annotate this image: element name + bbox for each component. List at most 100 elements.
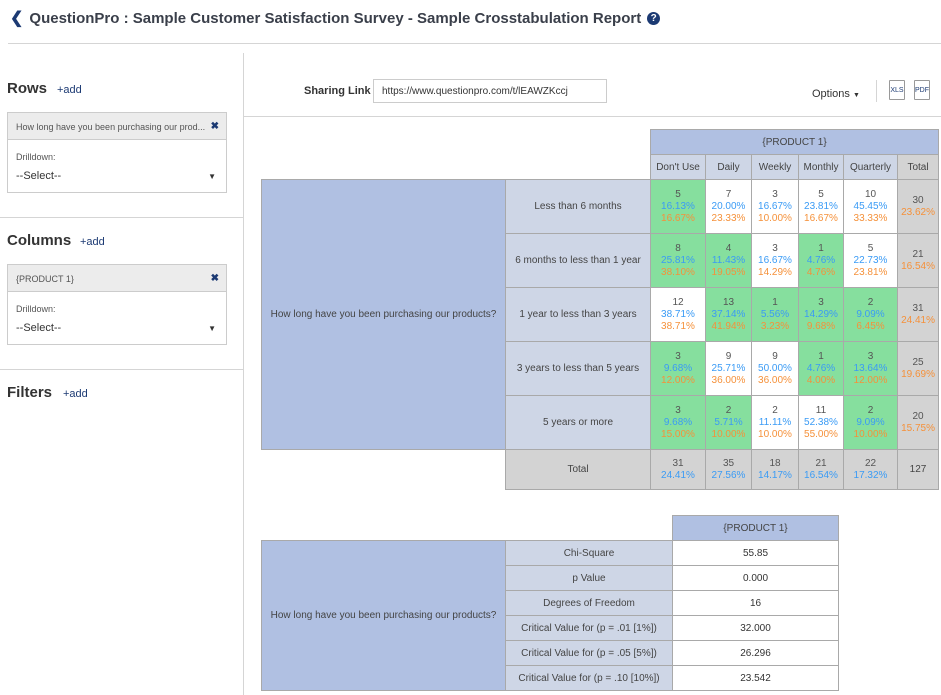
- divider: [0, 369, 243, 370]
- column-total-percent: 17.32%: [853, 469, 888, 481]
- columns-add-link[interactable]: +add: [80, 236, 105, 248]
- drilldown-label: Drilldown:: [16, 152, 56, 162]
- column-total: 35: [722, 457, 735, 469]
- rows-drilldown-select[interactable]: --Select-- ▼: [8, 162, 226, 192]
- columns-item-label: {PRODUCT 1}: [16, 274, 74, 284]
- table-row: 5 years or more 3 9.68% 15.00% 2 5.71% 10.00% 2…: [262, 395, 940, 450]
- blank-cell: [262, 155, 651, 180]
- count: 8: [675, 242, 681, 254]
- column-percent: 38.71%: [661, 308, 695, 320]
- stat-label: Critical Value for (p = .01 [1%]): [505, 615, 673, 641]
- data-cell: 9 50.00% 36.00%: [751, 341, 799, 396]
- data-cell: 2 11.11% 10.00%: [751, 395, 799, 450]
- rows-add-link[interactable]: +add: [57, 84, 82, 96]
- column-percent: 16.13%: [661, 200, 695, 212]
- filters-add-link[interactable]: +add: [63, 388, 88, 400]
- pdf-export-icon[interactable]: PDF: [914, 80, 930, 100]
- divider: [8, 43, 941, 44]
- rows-item-card: How long have you been purchasing our pr…: [7, 112, 227, 193]
- count: 12: [672, 296, 684, 308]
- remove-icon[interactable]: ✖: [210, 121, 219, 132]
- row-percent: 4.00%: [806, 374, 836, 386]
- row-percent: 16.67%: [661, 212, 695, 224]
- xls-export-icon[interactable]: XLS: [889, 80, 905, 100]
- column-total: 18: [769, 457, 781, 469]
- row-label: 1 year to less than 3 years: [505, 287, 651, 342]
- count: 7: [725, 188, 732, 200]
- blank-cell: [262, 516, 673, 541]
- column-percent: 5.56%: [760, 308, 790, 320]
- row-total-cell: 30 23.62%: [896, 179, 940, 234]
- count: 3: [867, 350, 874, 362]
- help-icon[interactable]: ?: [647, 11, 661, 25]
- stats-row: Critical Value for (p = .01 [1%]) 32.000: [262, 615, 839, 641]
- column-percent: 50.00%: [758, 362, 792, 374]
- row-percent: 6.45%: [856, 320, 885, 332]
- stats-row: Critical Value for (p = .10 [10%]) 23.542: [262, 665, 839, 691]
- data-cell: 3 16.67% 14.29%: [751, 233, 799, 288]
- stat-label: p Value: [505, 565, 673, 591]
- data-cell: 11 52.38% 55.00%: [798, 395, 844, 450]
- stat-value: 16: [672, 590, 839, 616]
- drilldown-label: Drilldown:: [16, 304, 56, 314]
- stat-value: 23.542: [672, 665, 839, 691]
- column-total-cell: 35 27.56%: [705, 449, 752, 490]
- row-total-percent: 16.54%: [901, 260, 935, 272]
- remove-icon[interactable]: ✖: [210, 273, 219, 284]
- column-percent: 20.00%: [711, 200, 746, 212]
- column-percent: 37.14%: [711, 308, 746, 320]
- column-percent: 11.11%: [758, 416, 792, 428]
- row-total: 25: [912, 356, 924, 368]
- count: 5: [867, 242, 874, 254]
- stat-value: 32.000: [672, 615, 839, 641]
- count: 3: [675, 404, 681, 416]
- data-cell: 7 20.00% 23.33%: [705, 179, 752, 234]
- column-percent: 16.67%: [758, 200, 792, 212]
- row-percent: 33.33%: [853, 212, 888, 224]
- row-percent: 55.00%: [804, 428, 838, 440]
- stat-value: 55.85: [672, 540, 839, 566]
- row-percent: 12.00%: [853, 374, 888, 386]
- column-percent: 9.68%: [663, 416, 693, 428]
- column-percent: 25.81%: [661, 254, 695, 266]
- column-percent: 13.64%: [853, 362, 888, 374]
- sidebar-divider: [243, 53, 244, 695]
- row-percent: 4.76%: [806, 266, 836, 278]
- data-cell: 3 14.29% 9.68%: [798, 287, 844, 342]
- caret-down-icon: ▼: [208, 172, 216, 181]
- rows-item-label: How long have you been purchasing our pr…: [16, 122, 206, 132]
- column-percent: 52.38%: [804, 416, 838, 428]
- page-title: ❮ QuestionPro : Sample Customer Satisfac…: [10, 8, 661, 28]
- statistics-table: {PRODUCT 1} How long have you been purcha…: [261, 515, 839, 691]
- data-cell: 1 5.56% 3.23%: [751, 287, 799, 342]
- count: 3: [772, 242, 778, 254]
- row-label: 6 months to less than 1 year: [505, 233, 651, 288]
- columns-heading: Columns: [7, 232, 72, 249]
- row-percent: 10.00%: [758, 212, 792, 224]
- row-percent: 41.94%: [711, 320, 746, 332]
- stats-column-header: {PRODUCT 1}: [672, 515, 839, 541]
- stat-label: Chi-Square: [505, 540, 673, 566]
- count: 3: [818, 296, 824, 308]
- count: 2: [772, 404, 778, 416]
- column-header: Daily: [705, 154, 752, 180]
- row-total: 21: [912, 248, 924, 260]
- divider: [244, 116, 941, 117]
- data-cell: 1 4.76% 4.00%: [798, 341, 844, 396]
- column-percent: 45.45%: [853, 200, 888, 212]
- data-cell: 13 37.14% 41.94%: [705, 287, 752, 342]
- data-cell: 9 25.71% 36.00%: [705, 341, 752, 396]
- row-percent: 16.67%: [804, 212, 838, 224]
- columns-drilldown-select[interactable]: --Select-- ▼: [8, 314, 226, 344]
- column-percent: 9.09%: [856, 308, 885, 320]
- blank-cell: [262, 450, 506, 490]
- row-total-percent: 24.41%: [901, 314, 935, 326]
- options-dropdown[interactable]: Options ▼: [812, 88, 860, 100]
- row-percent: 10.00%: [758, 428, 792, 440]
- row-percent: 10.00%: [853, 428, 888, 440]
- count: 10: [864, 188, 877, 200]
- row-total-cell: 21 16.54%: [896, 233, 940, 288]
- column-total-cell: 18 14.17%: [751, 449, 799, 490]
- back-chevron-icon[interactable]: ❮: [10, 10, 24, 27]
- sharing-link-input[interactable]: [373, 79, 607, 103]
